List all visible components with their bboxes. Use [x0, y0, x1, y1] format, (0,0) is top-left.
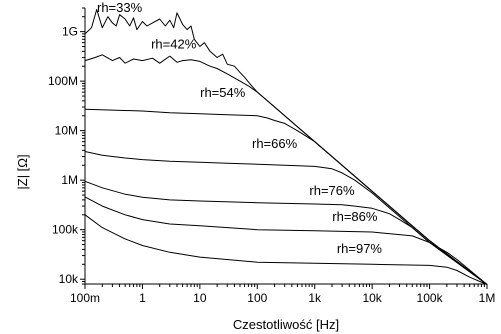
x-tick-label: 1 — [139, 291, 146, 305]
series-label-6: rh=86% — [332, 209, 378, 224]
x-tick-label: 10 — [193, 291, 207, 305]
series-line-7 — [84, 214, 488, 285]
x-tick-label: 100k — [417, 291, 444, 305]
series-label-1: rh=33% — [97, 0, 143, 15]
y-tick-label: 100M — [48, 74, 78, 88]
y-tick-label: 10M — [55, 124, 78, 138]
series-line-3 — [84, 108, 488, 285]
plot-area — [84, 9, 488, 285]
y-tick-label: 1G — [62, 25, 78, 39]
axes: 100m 1 10 100 1k 10k 100k 1M 10k 100k 1M 10M 100M 1G — [48, 7, 496, 305]
x-tick-label: 10k — [362, 291, 382, 305]
series-line-2 — [84, 54, 488, 285]
x-tick-label: 100m — [70, 291, 100, 305]
x-tick-label: 100 — [247, 291, 267, 305]
series-label-2: rh=42% — [151, 36, 197, 51]
series-label-4: rh=66% — [252, 136, 298, 151]
series-line-5 — [84, 180, 488, 285]
series-label-7: rh=97% — [337, 241, 383, 256]
series-labels: rh=33% rh=42% rh=54% rh=66% rh=76% rh=86% rh=9… — [97, 0, 382, 256]
x-tick-label: 1M — [479, 291, 496, 305]
y-tick-label: 1M — [61, 173, 78, 187]
y-axis-label: |Z| [Ω] — [15, 154, 30, 189]
series-label-3: rh=54% — [200, 85, 246, 100]
series-label-5: rh=76% — [309, 183, 355, 198]
y-tick-label: 10k — [59, 272, 79, 286]
x-tick-label: 1k — [308, 291, 322, 305]
series-line-4 — [84, 151, 488, 285]
y-tick-label: 100k — [52, 223, 79, 237]
x-axis-label: Czestotliwość [Hz] — [233, 317, 339, 332]
series-line-6 — [84, 196, 488, 285]
